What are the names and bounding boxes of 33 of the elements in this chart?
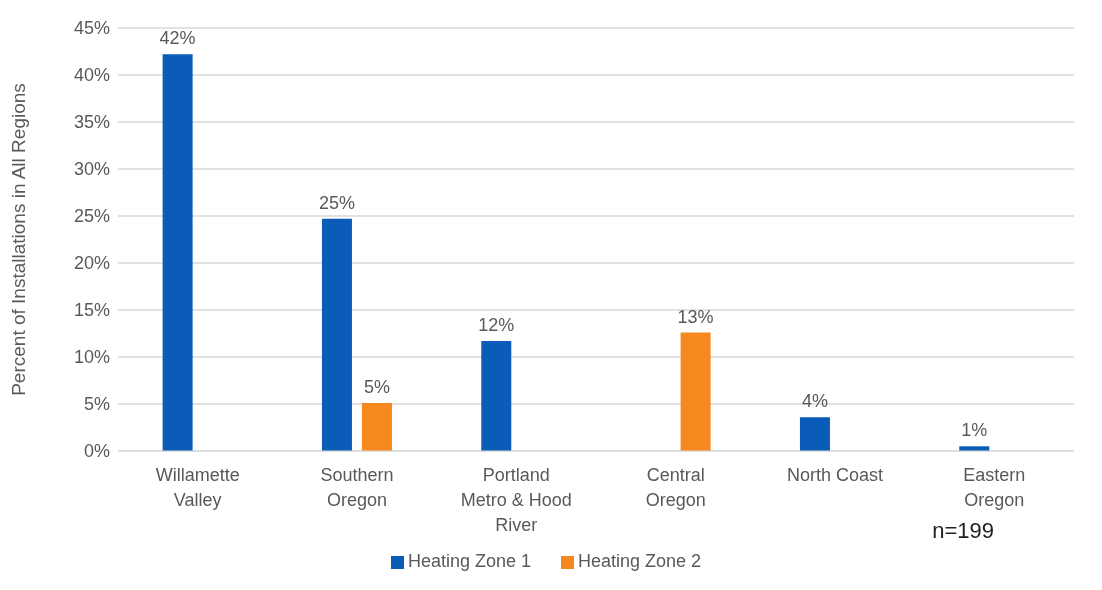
y-tick-label: 30% [73, 159, 110, 180]
y-tick-label: 40% [73, 65, 110, 86]
x-tick-label: North Coast [786, 465, 884, 485]
x-tick-label: Portland Metro & Hood River [460, 465, 572, 535]
data-label: 42% [159, 28, 196, 49]
x-tick-label: Southern Oregon [320, 465, 394, 510]
x-tick-label: Eastern Oregon [963, 465, 1026, 510]
bar [162, 54, 193, 451]
bar [799, 417, 830, 451]
data-label: 25% [318, 192, 355, 213]
bar [680, 332, 711, 451]
x-tick-label: Willamette Valley [155, 465, 240, 510]
y-tick-label: 0% [83, 441, 110, 462]
y-tick-label: 45% [73, 18, 110, 39]
y-tick-label: 20% [73, 253, 110, 274]
legend-label: Heating Zone 2 [578, 551, 702, 571]
y-tick-label: 15% [73, 300, 110, 321]
legend-label: Heating Zone 1 [407, 551, 531, 571]
y-tick-label: 35% [73, 112, 110, 133]
text: n=199 [932, 518, 994, 544]
bar [481, 341, 512, 451]
data-label: 5% [363, 377, 390, 398]
y-tick-label: 25% [73, 206, 110, 227]
y-tick-label: 10% [73, 347, 110, 368]
x-tick-label: Central Oregon [645, 465, 706, 510]
y-tick-label: 5% [83, 394, 110, 415]
data-label: 12% [478, 315, 515, 336]
data-label: 4% [801, 391, 828, 412]
data-label: 1% [961, 420, 988, 441]
data-label: 13% [677, 306, 714, 327]
y-axis-title: Percent of Installations in All Regions [7, 83, 29, 396]
bar [321, 218, 352, 451]
bar [361, 403, 392, 451]
